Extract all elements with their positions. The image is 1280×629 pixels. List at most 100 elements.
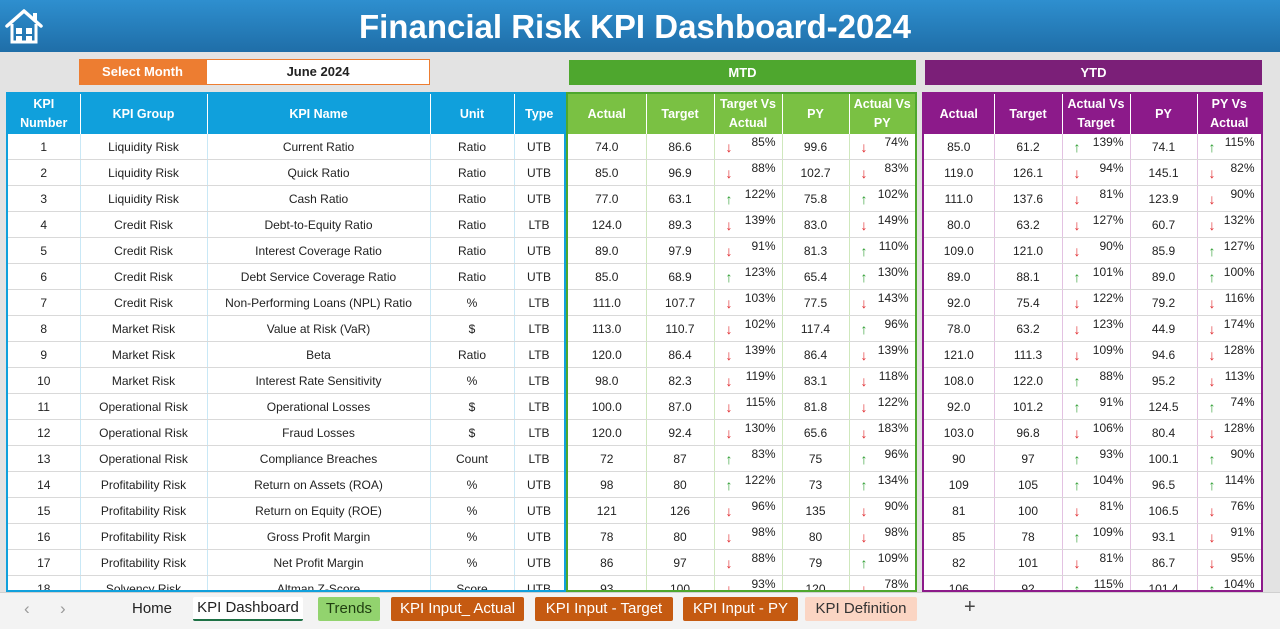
kpi-row: 9 Market Risk Beta Ratio LTB <box>8 341 564 368</box>
ytd-actual-vs-target-cell-value: 127% <box>1092 212 1124 227</box>
col-mtd-target: Target <box>646 94 715 134</box>
ytd-section-title: YTD <box>925 60 1262 85</box>
kpi-number-cell: 9 <box>8 341 81 368</box>
mtd-target-vs-actual-cell-value: 139% <box>744 342 776 357</box>
unit-cell: $ <box>430 393 515 420</box>
prev-sheet-icon[interactable]: ‹ <box>24 599 30 618</box>
ytd-actual-cell: 78.0 <box>924 315 995 342</box>
ytd-actual-cell: 89.0 <box>924 263 995 290</box>
ytd-py-vs-actual-cell-value: 104% <box>1223 576 1255 591</box>
arrow-down-icon: ↓ <box>1208 424 1216 441</box>
sheet-tab-trends[interactable]: Trends <box>318 597 380 621</box>
mtd-actual-vs-py-cell-value: 134% <box>877 472 909 487</box>
ytd-py-vs-actual-cell: ↓ 128% <box>1197 419 1261 446</box>
mtd-target-vs-actual-cell-value: 122% <box>744 472 776 487</box>
ytd-actual-vs-target-cell-value: 91% <box>1099 394 1124 409</box>
ytd-py-cell: 145.1 <box>1130 159 1198 186</box>
mtd-actual-vs-py-cell-value: 183% <box>877 420 909 435</box>
mtd-row: 113.0 110.7 ↓ 102% 117.4 ↑ 96% <box>568 315 915 342</box>
unit-cell: Ratio <box>430 341 515 368</box>
mtd-py-cell: 135 <box>782 497 850 524</box>
kpi-name-cell: Cash Ratio <box>207 185 431 212</box>
kpi-row: 11 Operational Risk Operational Losses $ LTB <box>8 393 564 420</box>
sheet-tab-kpi-definition[interactable]: KPI Definition <box>805 597 917 621</box>
col-mtd-actual-vs-py: Actual Vs PY <box>849 94 915 134</box>
sheet-tab-home[interactable]: Home <box>131 600 172 617</box>
ytd-py-vs-actual-cell: ↑ 100% <box>1197 263 1261 290</box>
add-sheet-icon[interactable]: + <box>964 596 976 618</box>
mtd-target-vs-actual-cell-value: 115% <box>745 394 776 409</box>
arrow-down-icon: ↓ <box>1073 164 1081 181</box>
ytd-py-vs-actual-cell: ↓ 76% <box>1197 497 1261 524</box>
mtd-actual-vs-py-cell: ↑ 102% <box>849 185 915 212</box>
mtd-actual-cell: 89.0 <box>568 237 647 264</box>
mtd-target-vs-actual-cell-value: 123% <box>744 264 776 279</box>
kpi-number-cell: 17 <box>8 549 81 576</box>
kpi-group-cell: Profitability Risk <box>80 549 208 576</box>
ytd-target-cell: 97 <box>994 445 1063 472</box>
kpi-row: 15 Profitability Risk Return on Equity (RO… <box>8 497 564 524</box>
ytd-row: 80.0 63.2 ↓ 127% 60.7 ↓ 132% <box>924 211 1261 238</box>
mtd-py-cell: 80 <box>782 523 850 550</box>
arrow-down-icon: ↓ <box>860 528 868 545</box>
mtd-target-vs-actual-cell: ↓ 88% <box>714 159 783 186</box>
ytd-row: 92.0 101.2 ↑ 91% 124.5 ↑ 74% <box>924 393 1261 420</box>
kpi-row: 5 Credit Risk Interest Coverage Ratio Ratio… <box>8 237 564 264</box>
arrow-up-icon: ↑ <box>1073 372 1081 389</box>
ytd-py-vs-actual-cell: ↓ 174% <box>1197 315 1261 342</box>
kpi-group-cell: Liquidity Risk <box>80 159 208 186</box>
mtd-target-vs-actual-cell-value: 139% <box>744 212 776 227</box>
unit-cell: Ratio <box>430 237 515 264</box>
arrow-down-icon: ↓ <box>860 372 868 389</box>
month-selector[interactable]: June 2024 <box>206 59 430 85</box>
ytd-row: 121.0 111.3 ↓ 109% 94.6 ↓ 128% <box>924 341 1261 368</box>
type-cell: LTB <box>514 367 564 394</box>
mtd-table: Actual Target Target Vs Actual PY Actual… <box>566 92 917 592</box>
ytd-py-vs-actual-cell: ↓ 95% <box>1197 549 1261 576</box>
mtd-target-vs-actual-cell: ↓ 88% <box>714 549 783 576</box>
arrow-down-icon: ↓ <box>1073 346 1081 363</box>
col-kpi-number: KPI Number <box>8 94 81 134</box>
kpi-number-cell: 4 <box>8 211 81 238</box>
mtd-target-cell: 92.4 <box>646 419 715 446</box>
arrow-down-icon: ↓ <box>725 424 733 441</box>
ytd-target-cell: 96.8 <box>994 419 1063 446</box>
ytd-actual-vs-target-cell-value: 123% <box>1092 316 1124 331</box>
ytd-target-cell: 63.2 <box>994 211 1063 238</box>
sheet-tab-kpi-input-actual[interactable]: KPI Input_ Actual <box>391 597 524 621</box>
kpi-group-cell: Operational Risk <box>80 445 208 472</box>
sheet-tab-kpi-input-py[interactable]: KPI Input - PY <box>683 597 798 621</box>
ytd-actual-vs-target-cell: ↓ 81% <box>1062 185 1131 212</box>
mtd-row: 86 97 ↓ 88% 79 ↑ 109% <box>568 549 915 576</box>
ytd-actual-vs-target-cell-value: 81% <box>1099 186 1124 201</box>
mtd-actual-vs-py-cell: ↓ 139% <box>849 341 915 368</box>
kpi-row: 16 Profitability Risk Gross Profit Margin%… <box>8 523 564 550</box>
next-sheet-icon[interactable]: › <box>60 599 66 618</box>
col-ytd-actual-vs-target: Actual Vs Target <box>1062 94 1131 134</box>
unit-cell: % <box>430 497 515 524</box>
kpi-name-cell: Beta <box>207 341 431 368</box>
title-banner <box>0 0 1280 52</box>
ytd-target-cell: 92 <box>994 575 1063 590</box>
unit-cell: $ <box>430 315 515 342</box>
sheet-tab-kpi-input-target[interactable]: KPI Input - Target <box>535 597 673 621</box>
ytd-actual-vs-target-cell: ↑ 93% <box>1062 445 1131 472</box>
home-icon[interactable] <box>4 7 44 45</box>
mtd-row: 100.0 87.0 ↓ 115% 81.8 ↓ 122% <box>568 393 915 420</box>
mtd-target-vs-actual-cell: ↓ 102% <box>714 315 783 342</box>
ytd-py-vs-actual-cell-value: 91% <box>1230 524 1255 539</box>
ytd-py-vs-actual-cell-value: 100% <box>1223 264 1255 279</box>
ytd-row: 106 92 ↑ 115% 101.4 ↑ 104% <box>924 575 1261 591</box>
mtd-row: 93 100 ↓ 93% 120 ↓ 78% <box>568 575 915 590</box>
kpi-row: 12 Operational Risk Fraud Losses $ LTB <box>8 419 564 446</box>
mtd-target-vs-actual-cell-value: 122% <box>744 186 776 201</box>
kpi-number-cell: 2 <box>8 159 81 186</box>
mtd-py-cell: 65.4 <box>782 263 850 290</box>
ytd-row: 109.0 121.0 ↓ 90% 85.9 ↑ 127% <box>924 237 1261 264</box>
kpi-name-cell: Net Profit Margin <box>207 549 431 576</box>
ytd-actual-cell: 92.0 <box>924 393 995 420</box>
mtd-target-vs-actual-cell: ↓ 91% <box>714 237 783 264</box>
sheet-tab-kpi-dashboard[interactable]: KPI Dashboard <box>193 597 303 621</box>
mtd-target-cell: 96.9 <box>646 159 715 186</box>
ytd-target-cell: 105 <box>994 471 1063 498</box>
